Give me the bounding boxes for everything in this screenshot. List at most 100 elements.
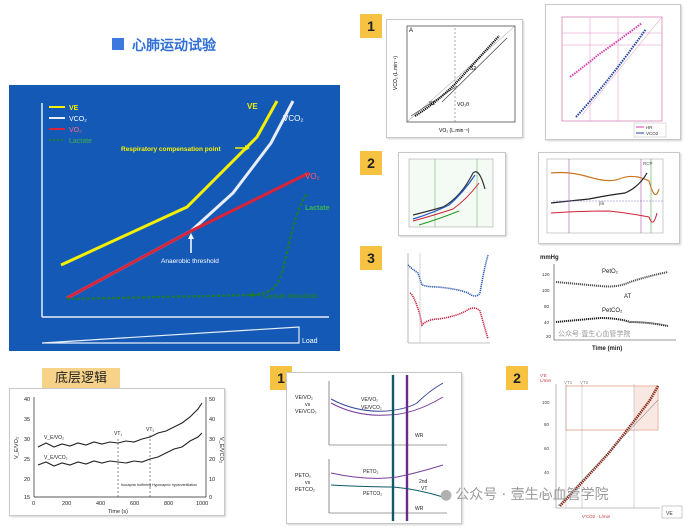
vo2-label: VO₂: [305, 172, 320, 181]
svg-text:100: 100: [542, 400, 550, 405]
panel-3b-petco2-label: PetCO₂: [602, 308, 623, 314]
svg-text:20: 20: [24, 477, 30, 483]
svg-text:1000: 1000: [196, 501, 208, 507]
panel-2a-line: [418, 210, 460, 226]
panel-bottom-left-xlabel: Time (s): [108, 509, 128, 515]
rcp-label: Respiratory compensation point: [121, 146, 222, 153]
svg-text:100: 100: [542, 288, 550, 293]
panel-bottom-left-l2: V_E/VCO₂: [44, 455, 68, 461]
panel-3b-svg: mmHg 120 100 80 40 20 PetO₂ AT PetCO₂ Ti…: [540, 255, 676, 352]
panel-3b-watermark: 公众号·壹生心血管学院: [558, 329, 630, 338]
panel-2b-peto2: [550, 171, 660, 196]
ve-line: [60, 100, 279, 267]
panel-3b-unit: mmHg: [540, 255, 559, 261]
panel-1a-s2: S2: [470, 66, 476, 72]
panel-bottom-right-tag: VE: [666, 511, 673, 517]
panel-3b-xlabel: Time (min): [592, 346, 622, 352]
panel-2b-ve: [550, 172, 648, 204]
main-chart-svg: Load VE VCO₂ VO₂ Lactate VE VCO₂ VO₂ Lac…: [41, 100, 330, 345]
badge-3: 3: [360, 246, 382, 270]
panel-3b: mmHg 120 100 80 40 20 PetO₂ AT PetCO₂ Ti…: [538, 252, 680, 352]
panel-bottom-mid-peto2: PETO₂: [295, 473, 311, 479]
panel-bottom-left-xticks: 0 200 400 600 800 1000: [32, 501, 208, 507]
panel-1a-s1: S1: [429, 101, 435, 107]
panel-2b: RCP βθ: [538, 152, 680, 244]
badge-1: 1: [360, 14, 382, 38]
panel-bottom-mid-vs: vs: [305, 402, 311, 408]
watermark: ● 公众号 · 壹生心血管学院: [440, 484, 609, 504]
panel-1a-ylabel: VCO₂ (L.min⁻¹): [393, 56, 399, 90]
panel-3a-svg: [407, 253, 490, 344]
panel-bottom-mid-ve2: VE/VCO₂: [295, 409, 317, 415]
svg-text:20: 20: [209, 457, 215, 463]
panel-bottom-right-data: [559, 385, 660, 507]
load-wedge: [41, 326, 300, 344]
title-square-icon: [112, 38, 124, 50]
lt-label: Lactate threshold: [263, 293, 317, 300]
svg-text:120: 120: [542, 272, 550, 277]
panel-bottom-left-ylabel: V_E/VO₂: [14, 437, 20, 459]
lactate-label: Lactate: [305, 205, 330, 212]
panel-1a-data: [414, 35, 500, 117]
panel-bottom-mid-vs2: vs: [305, 480, 311, 486]
panel-bottom-left-l1: V_E/VO₂: [44, 435, 64, 441]
svg-text:20: 20: [546, 334, 552, 339]
panel-1a-tag: A: [409, 28, 413, 34]
panel-2b-petco2: [550, 210, 658, 223]
panel-3a-petco2: [409, 292, 489, 340]
svg-text:400: 400: [96, 501, 105, 507]
panel-bottom-left-yticks: 40 35 30 25 20 15: [24, 397, 30, 501]
legend-lactate: Lactate: [69, 138, 92, 145]
panel-1b-svg: HR VCO2: [561, 16, 667, 138]
panel-bottom-left-vt1: VT₁: [114, 431, 122, 437]
panel-bottom-right-yunit: L/min: [540, 378, 552, 383]
panel-bottom-left-vevo2: [37, 402, 203, 448]
panel-bottom-mid-petco2-curve: [330, 484, 444, 498]
panel-bottom-mid-wr1: WR: [415, 433, 424, 439]
panel-bottom-right-vt2: VT2: [580, 380, 589, 385]
panel-3a: [398, 249, 494, 351]
main-chart: Load VE VCO₂ VO₂ Lactate VE VCO₂ VO₂ Lac…: [9, 85, 340, 351]
panel-2b-svg: RCP βθ: [546, 158, 664, 234]
panel-3a-peto2: [407, 254, 489, 297]
panel-bottom-left: 40 35 30 25 20 15 50 40 30 20 10 0 0 200…: [9, 388, 225, 516]
panel-bottom-mid-wr2: WR: [415, 506, 424, 512]
svg-text:40: 40: [544, 470, 550, 475]
section-label: 底层逻辑: [42, 368, 120, 390]
panel-2a-svg: [408, 158, 494, 228]
ve-label: VE: [247, 102, 258, 111]
svg-text:40: 40: [24, 397, 30, 403]
panel-2b-tag: RCP: [643, 161, 653, 166]
svg-text:25: 25: [24, 457, 30, 463]
legend: VE VCO₂ VO₂ Lactate: [49, 105, 92, 145]
svg-text:0: 0: [209, 495, 212, 501]
svg-text:60: 60: [544, 446, 550, 451]
panel-bottom-mid-ve1: VE/VO₂: [295, 395, 313, 401]
svg-text:50: 50: [209, 397, 215, 403]
watermark-text: 公众号 · 壹生心血管学院: [455, 487, 609, 503]
panel-bottom-right-xlabel: V'CO2 · L/min: [582, 514, 611, 519]
svg-text:30: 30: [209, 437, 215, 443]
badge-bottom-2: 2: [506, 366, 528, 390]
panel-1b-legend-hr: HR: [646, 125, 653, 130]
badge-2: 2: [360, 151, 382, 175]
legend-ve: VE: [69, 105, 79, 112]
svg-text:40: 40: [544, 320, 550, 325]
panel-1a-at: VO₂θ: [457, 102, 469, 108]
panel-1b-vco2: [575, 28, 647, 118]
panel-bottom-right-ytag: V'E: [540, 373, 547, 378]
svg-text:40: 40: [209, 417, 215, 423]
panel-bottom-mid-vt2-label-b: VT: [421, 486, 427, 492]
at-label: Anaerobic threshold: [161, 258, 219, 265]
panel-bottom-right: V'E L/min 100 80 60 40 20 VT1 VT2 V'CO2 …: [538, 370, 684, 522]
panel-2a: [398, 152, 506, 236]
svg-text:20: 20: [544, 492, 550, 497]
svg-text:15: 15: [24, 495, 30, 501]
load-label: Load: [302, 338, 318, 345]
panel-bottom-mid-vevco2: VE/VCO₂: [361, 405, 382, 411]
legend-vco2: VCO₂: [69, 116, 87, 123]
panel-3b-petco2: [555, 316, 669, 327]
svg-text:35: 35: [24, 417, 30, 423]
panel-bottom-mid-petco2r: PETCO₂: [363, 491, 382, 497]
panel-bottom-left-y2label: V_E/VCO₂: [218, 437, 224, 463]
